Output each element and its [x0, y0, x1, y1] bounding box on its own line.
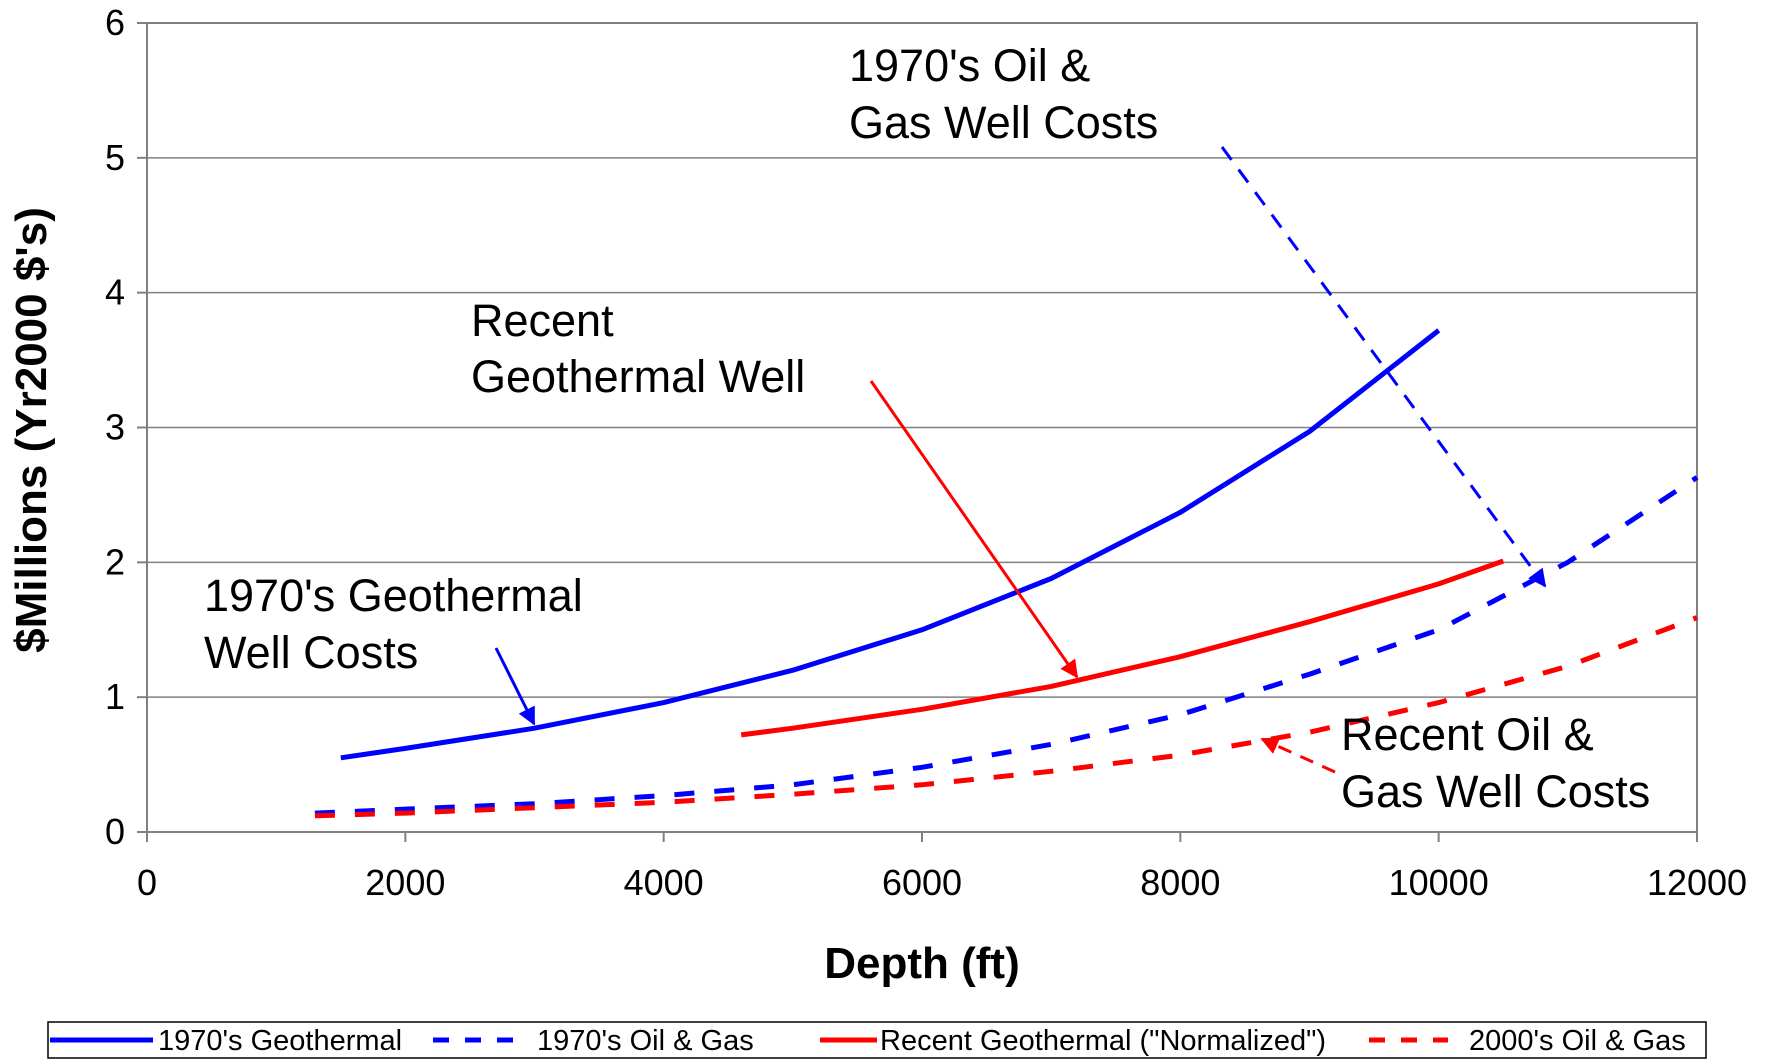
ticks: 0 1 2 3 4 5 6 0 2000 4000 6000 8000 10000 12000	[105, 2, 1747, 903]
series-group	[314, 328, 1699, 819]
annotation-arrow	[869, 380, 1079, 679]
y-tick-label: 4	[105, 272, 125, 313]
y-tick-label: 6	[105, 2, 125, 43]
y-tick-label: 3	[105, 407, 125, 448]
annotation-arrow	[1260, 737, 1336, 774]
legend-label: 1970's Oil & Gas	[537, 1025, 754, 1057]
y-axis-title: $Millions (Yr2000 $'s)	[7, 207, 56, 653]
annotation-text: Well Costs	[204, 627, 418, 678]
x-tick-label: 12000	[1647, 862, 1747, 903]
series-line	[314, 475, 1699, 816]
annotation-arrow	[494, 647, 536, 726]
x-tick-label: 8000	[1140, 862, 1220, 903]
annotation-text: 1970's Oil &	[849, 40, 1090, 91]
x-tick-label: 6000	[882, 862, 962, 903]
y-tick-label: 1	[105, 676, 125, 717]
annotation-text: 1970's Geothermal	[204, 570, 583, 621]
y-tick-label: 2	[105, 541, 125, 582]
annotation-text: Recent Oil &	[1341, 709, 1594, 760]
x-tick-label: 10000	[1389, 862, 1489, 903]
y-tick-label: 0	[105, 811, 125, 852]
annotation-text: Gas Well Costs	[1341, 766, 1650, 817]
annotation-text: Geothermal Well	[471, 351, 805, 402]
series-line	[740, 558, 1505, 738]
x-tick-label: 4000	[624, 862, 704, 903]
annotation-text: Recent	[471, 295, 614, 346]
annotation-text: Gas Well Costs	[849, 97, 1158, 148]
x-tick-label: 0	[137, 862, 157, 903]
legend-label: Recent Geothermal ("Normalized")	[880, 1025, 1326, 1057]
series-line	[340, 328, 1441, 761]
legend: 1970's Geothermal 1970's Oil & Gas Recent …	[50, 1025, 1686, 1057]
x-tick-label: 2000	[365, 862, 445, 903]
annotation-arrow	[1220, 146, 1547, 588]
x-axis-title: Depth (ft)	[824, 939, 1020, 988]
annotation-arrows	[494, 146, 1547, 774]
legend-label: 2000's Oil & Gas	[1469, 1025, 1686, 1057]
legend-label: 1970's Geothermal	[158, 1025, 402, 1057]
y-tick-label: 5	[105, 137, 125, 178]
annotations: 1970's Oil & Gas Well Costs RecentGeotherm…	[204, 40, 1650, 817]
